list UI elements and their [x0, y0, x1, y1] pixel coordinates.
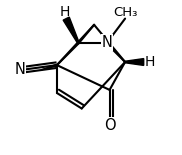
Polygon shape: [125, 59, 144, 65]
Text: N: N: [102, 35, 113, 50]
Polygon shape: [41, 64, 57, 70]
Text: CH₃: CH₃: [114, 6, 138, 19]
Text: H: H: [145, 55, 155, 69]
Polygon shape: [63, 17, 79, 44]
Text: H: H: [60, 5, 70, 19]
Text: N: N: [14, 62, 25, 77]
Text: O: O: [104, 118, 115, 133]
